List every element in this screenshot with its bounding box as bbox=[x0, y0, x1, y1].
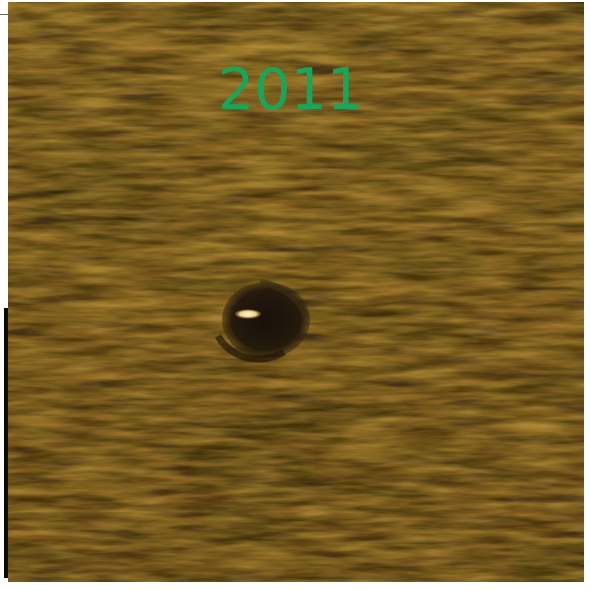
sonar-texture bbox=[8, 2, 584, 582]
year-label: 2011 bbox=[218, 57, 364, 123]
sonar-scan bbox=[8, 2, 584, 582]
left-edge-shadow bbox=[4, 308, 10, 578]
